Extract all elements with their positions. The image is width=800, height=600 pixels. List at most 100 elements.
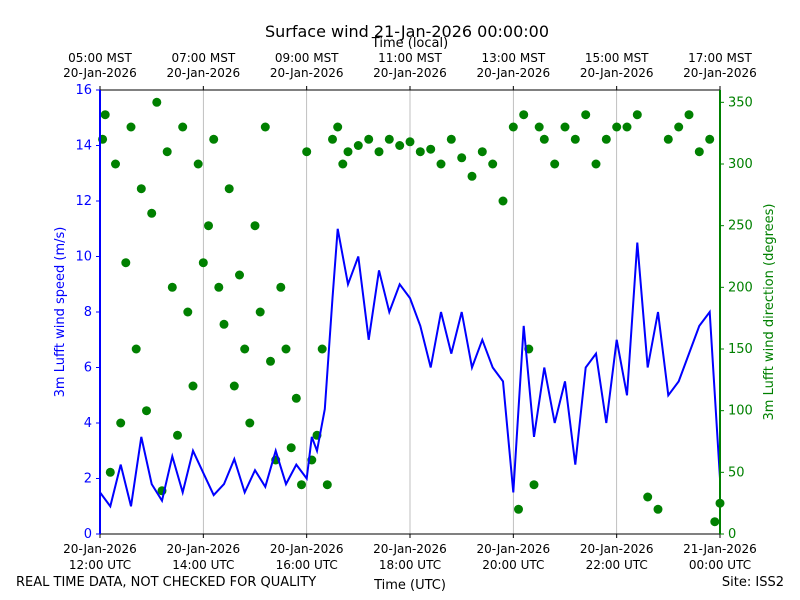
direction-point	[162, 147, 172, 157]
direction-point	[457, 153, 467, 163]
top-tick-label-date: 20-Jan-2026	[270, 66, 344, 80]
direction-point	[276, 282, 286, 292]
direction-point	[446, 134, 456, 144]
x-tick-label-date: 20-Jan-2026	[167, 542, 241, 556]
x-tick-label-time: 18:00 UTC	[379, 558, 441, 572]
direction-point	[219, 319, 229, 329]
direction-point	[591, 159, 601, 169]
left-tick-label: 2	[84, 472, 92, 487]
direction-point	[116, 418, 126, 428]
top-tick-label-date: 20-Jan-2026	[167, 66, 241, 80]
top-tick-label-date: 20-Jan-2026	[373, 66, 447, 80]
site-label: Site: ISS2	[721, 575, 784, 590]
direction-point	[374, 147, 384, 157]
direction-point	[152, 97, 162, 107]
direction-point	[343, 147, 353, 157]
direction-point	[328, 134, 337, 144]
direction-point	[302, 147, 312, 157]
direction-point	[183, 307, 193, 317]
direction-point	[291, 393, 301, 403]
direction-point	[684, 110, 694, 120]
axis-ticks: 20-Jan-2026 12:00 UTC 20-Jan-2026 14:00 UTC…	[63, 51, 757, 572]
chart-title: Surface wind 21-Jan-2026 00:00:00	[265, 22, 549, 41]
top-tick-label-time: 07:00 MST	[171, 51, 235, 65]
x-tick-label-date: 20-Jan-2026	[63, 542, 137, 556]
direction-point	[322, 480, 332, 490]
direction-point	[297, 480, 306, 490]
direction-point	[333, 122, 343, 132]
direction-point	[550, 159, 560, 169]
direction-point	[266, 356, 275, 366]
direction-point	[198, 258, 208, 268]
right-tick-label: 50	[728, 465, 745, 480]
x-tick-label-date: 20-Jan-2026	[580, 542, 654, 556]
direction-point	[364, 134, 374, 144]
direction-point	[539, 134, 549, 144]
x-tick-label-time: 12:00 UTC	[69, 558, 131, 572]
x-axis-label: Time (UTC)	[373, 578, 446, 593]
direction-point	[508, 122, 518, 132]
top-tick-label-date: 20-Jan-2026	[683, 66, 757, 80]
left-tick-label: 6	[84, 361, 92, 376]
left-tick-label: 0	[84, 527, 92, 542]
x-tick-label-time: 16:00 UTC	[276, 558, 338, 572]
direction-series	[98, 97, 725, 527]
left-tick-label: 16	[75, 83, 92, 98]
x-tick-label-time: 14:00 UTC	[172, 558, 234, 572]
direction-point	[653, 504, 663, 514]
left-tick-label: 8	[84, 305, 92, 320]
direction-point	[147, 208, 157, 218]
direction-point	[612, 122, 622, 132]
direction-point	[255, 307, 265, 317]
top-tick-label-time: 11:00 MST	[378, 51, 442, 65]
direction-point	[260, 122, 270, 132]
direction-point	[317, 344, 327, 354]
direction-point	[477, 147, 487, 157]
direction-point	[142, 406, 151, 416]
direction-point	[694, 147, 704, 157]
x-tick-label-time: 22:00 UTC	[586, 558, 648, 572]
direction-point	[488, 159, 498, 169]
direction-point	[426, 144, 436, 154]
direction-point	[436, 159, 446, 169]
direction-point	[188, 381, 198, 391]
direction-point	[245, 418, 255, 428]
direction-point	[405, 137, 415, 147]
direction-point	[224, 184, 234, 194]
direction-point	[173, 430, 182, 440]
x-tick-label-time: 00:00 UTC	[689, 558, 751, 572]
left-tick-label: 14	[75, 139, 92, 154]
direction-point	[710, 517, 720, 527]
direction-point	[534, 122, 544, 132]
direction-point	[235, 270, 244, 280]
right-tick-label: 300	[728, 157, 753, 172]
right-tick-label: 100	[728, 404, 753, 419]
right-tick-label: 350	[728, 95, 753, 110]
direction-point	[529, 480, 539, 490]
speed-series-line	[99, 228, 721, 509]
direction-point	[514, 504, 523, 514]
direction-point	[204, 221, 213, 231]
top-tick-label-time: 17:00 MST	[688, 51, 752, 65]
direction-point	[674, 122, 684, 132]
direction-point	[121, 258, 131, 268]
right-tick-label: 250	[728, 219, 753, 234]
top-tick-label-time: 13:00 MST	[481, 51, 545, 65]
top-tick-label-time: 05:00 MST	[68, 51, 132, 65]
right-tick-label: 150	[728, 342, 753, 357]
top-tick-label-date: 20-Jan-2026	[477, 66, 551, 80]
direction-point	[111, 159, 120, 169]
direction-point	[519, 110, 529, 120]
direction-point	[286, 443, 296, 453]
direction-point	[136, 184, 146, 194]
direction-point	[240, 344, 250, 354]
direction-point	[395, 141, 405, 150]
direction-point	[622, 122, 632, 132]
direction-point	[126, 122, 136, 132]
direction-point	[167, 282, 177, 292]
direction-point	[643, 492, 653, 502]
x-tick-label-date: 20-Jan-2026	[373, 542, 447, 556]
direction-point	[663, 134, 673, 144]
top-axis-label: Time (local)	[371, 36, 448, 51]
